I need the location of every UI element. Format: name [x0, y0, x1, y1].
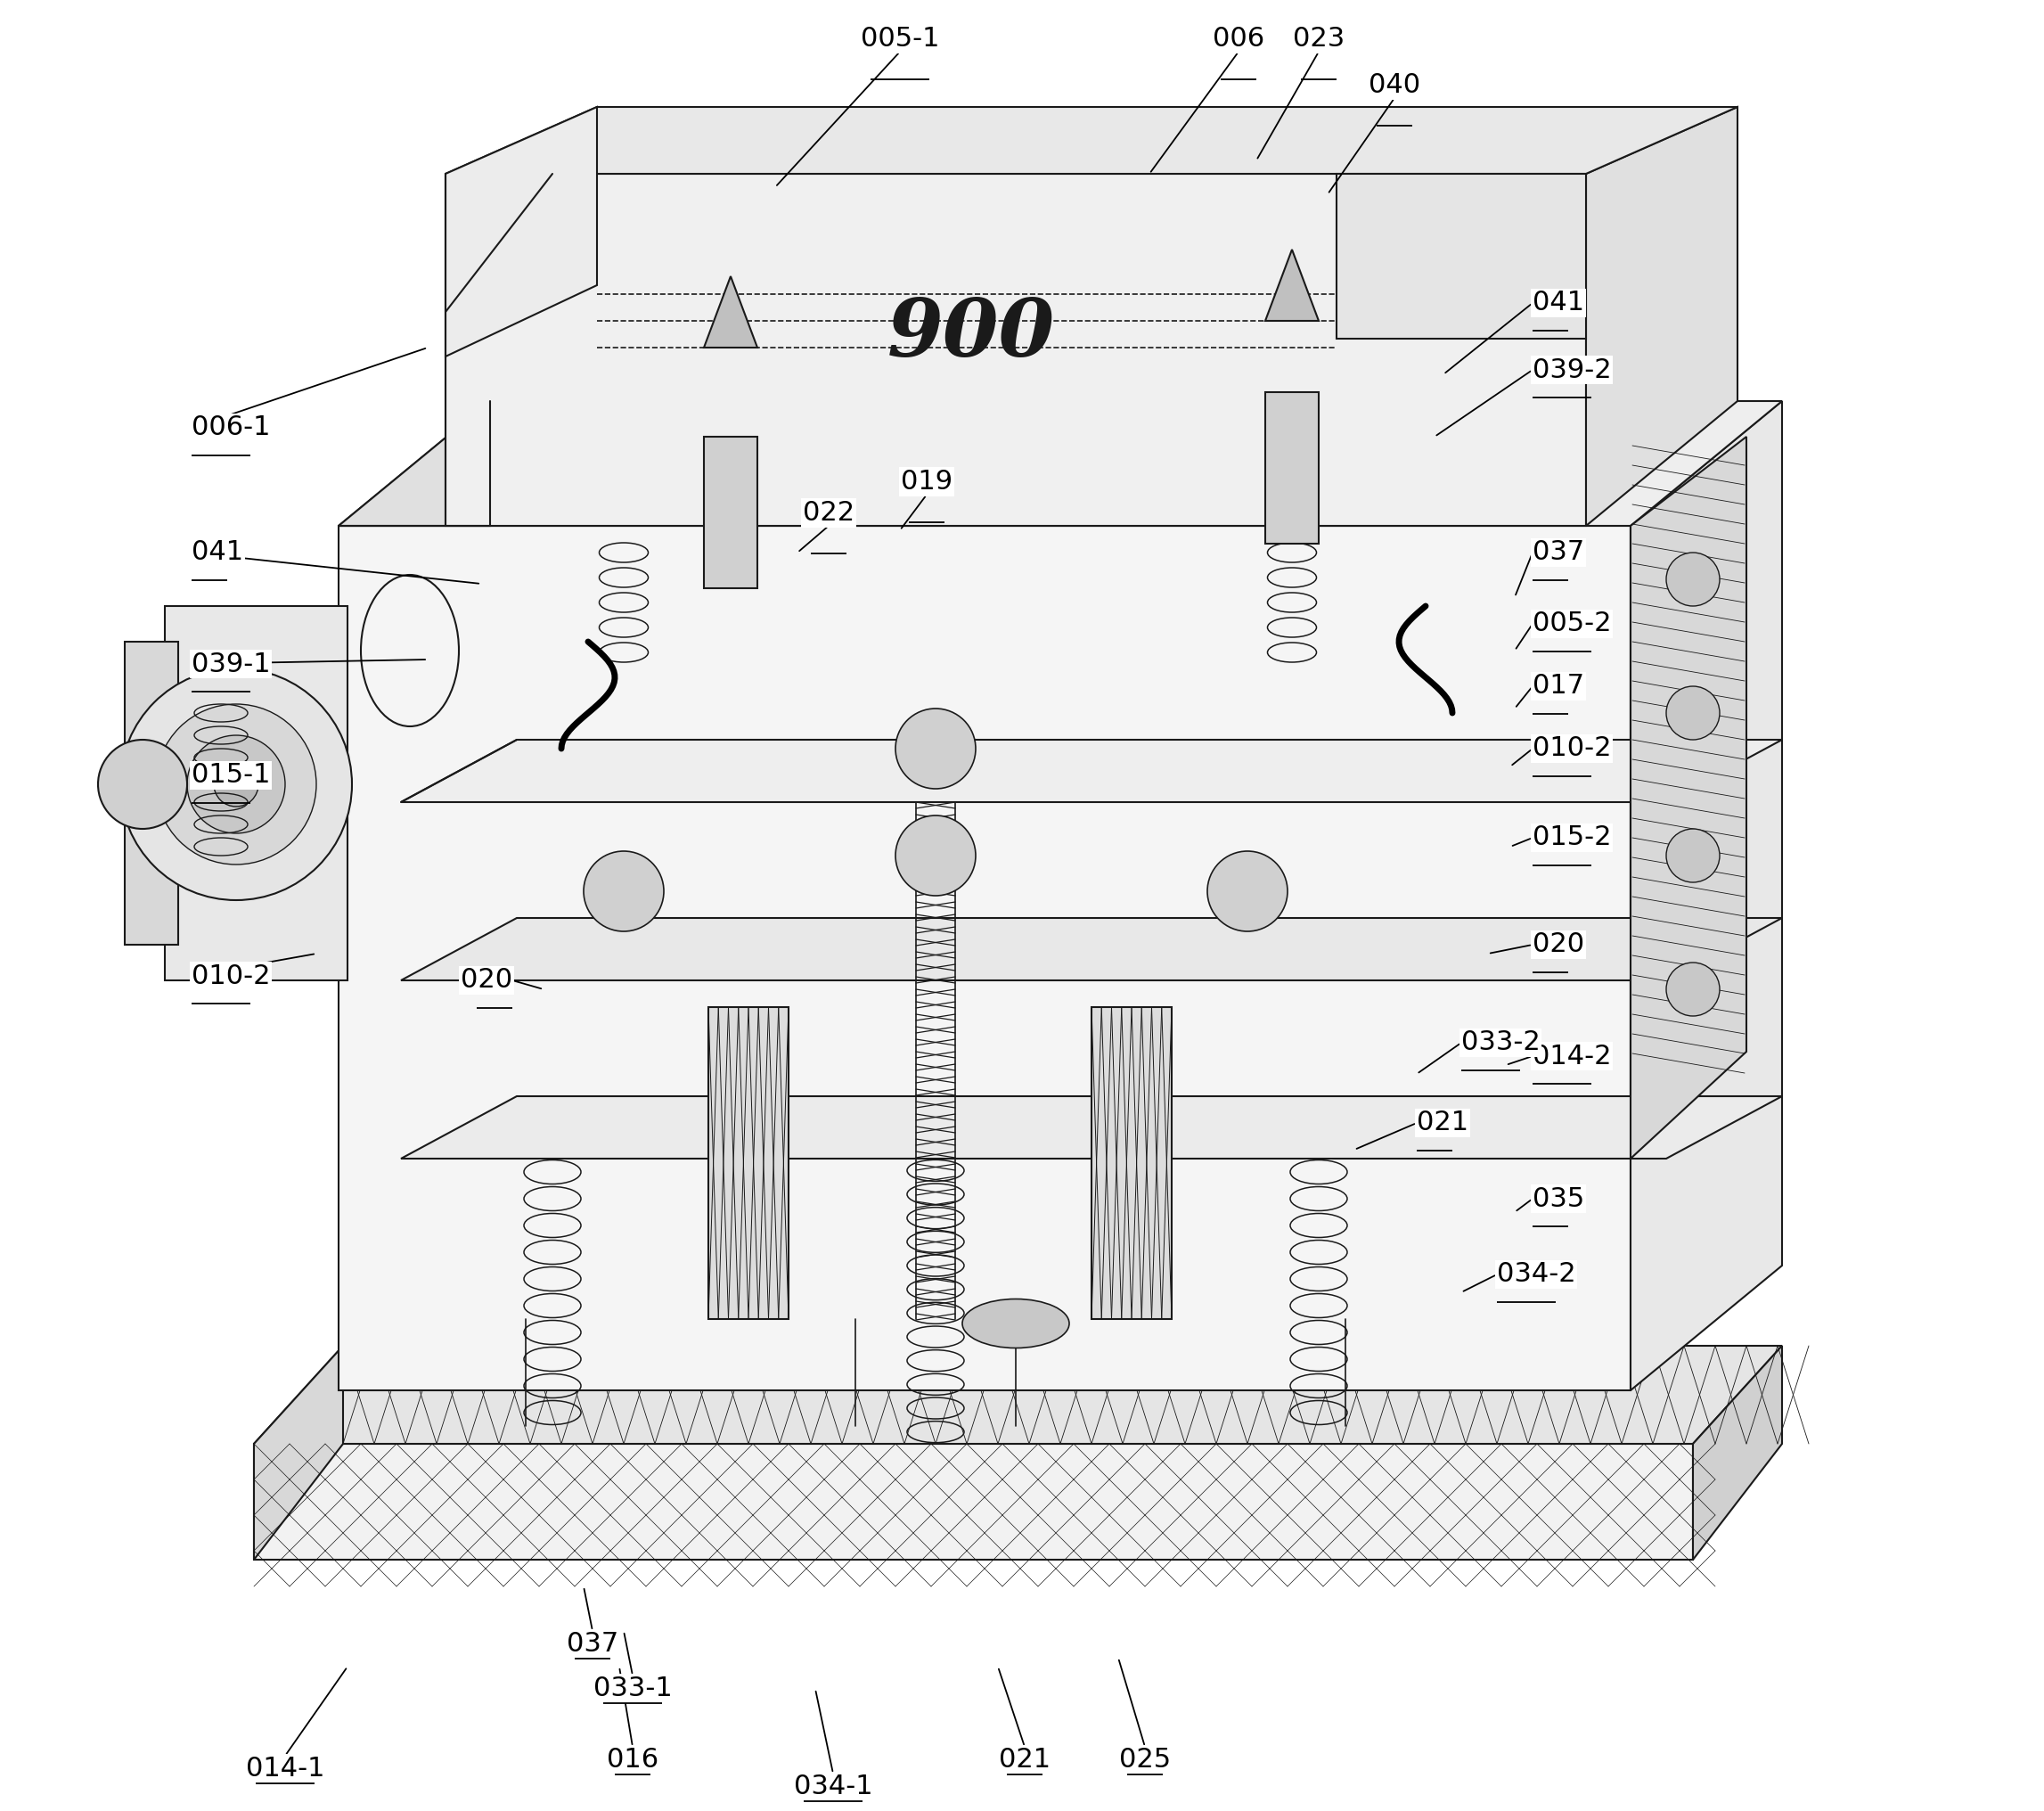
Ellipse shape — [963, 1298, 1069, 1347]
Text: 023: 023 — [1292, 25, 1345, 53]
Polygon shape — [401, 918, 1782, 980]
Polygon shape — [446, 107, 1737, 174]
Polygon shape — [1091, 1007, 1171, 1318]
Text: 041: 041 — [192, 540, 243, 565]
Polygon shape — [339, 400, 1782, 525]
Text: 039-2: 039-2 — [1533, 357, 1611, 382]
Text: 016: 016 — [607, 1748, 658, 1773]
Polygon shape — [125, 641, 178, 945]
Circle shape — [895, 708, 975, 790]
Circle shape — [1666, 962, 1719, 1016]
Text: 017: 017 — [1533, 674, 1584, 699]
Circle shape — [1208, 851, 1288, 931]
Text: 025: 025 — [1118, 1748, 1171, 1773]
Text: 020: 020 — [1533, 933, 1584, 958]
Text: 033-2: 033-2 — [1461, 1030, 1541, 1056]
Polygon shape — [339, 400, 491, 525]
Text: 006-1: 006-1 — [192, 415, 270, 440]
Text: 005-1: 005-1 — [861, 25, 940, 53]
Text: 014-1: 014-1 — [245, 1755, 325, 1782]
Text: 006: 006 — [1212, 25, 1265, 53]
Text: 037: 037 — [566, 1632, 619, 1657]
Circle shape — [1666, 829, 1719, 882]
Circle shape — [215, 762, 258, 806]
Circle shape — [895, 815, 975, 896]
Polygon shape — [253, 1346, 1782, 1443]
Polygon shape — [1692, 1346, 1782, 1559]
Polygon shape — [703, 277, 758, 348]
Polygon shape — [401, 1096, 1782, 1159]
Polygon shape — [253, 1346, 343, 1559]
Polygon shape — [1265, 250, 1318, 321]
Circle shape — [1666, 552, 1719, 607]
Polygon shape — [166, 607, 347, 980]
Text: 022: 022 — [803, 500, 854, 525]
Text: 015-1: 015-1 — [192, 762, 270, 788]
Text: 021: 021 — [1416, 1110, 1468, 1135]
Text: 015-2: 015-2 — [1533, 824, 1611, 851]
Polygon shape — [446, 107, 597, 357]
Circle shape — [188, 735, 284, 833]
Text: 035: 035 — [1533, 1186, 1584, 1212]
Polygon shape — [446, 174, 1586, 525]
Polygon shape — [1337, 174, 1586, 339]
Text: 014-2: 014-2 — [1533, 1043, 1611, 1068]
Text: 033-1: 033-1 — [593, 1675, 672, 1701]
Text: 005-2: 005-2 — [1533, 610, 1611, 637]
Text: 039-1: 039-1 — [192, 650, 270, 677]
Polygon shape — [253, 1443, 1692, 1559]
Text: 010-2: 010-2 — [192, 963, 270, 989]
Text: 900: 900 — [887, 295, 1055, 373]
Text: 010-2: 010-2 — [1533, 735, 1611, 762]
Text: 019: 019 — [901, 469, 953, 494]
Polygon shape — [703, 436, 758, 589]
Text: 040: 040 — [1369, 72, 1421, 98]
Polygon shape — [1265, 393, 1318, 543]
Polygon shape — [1631, 436, 1746, 1159]
Text: 037: 037 — [1533, 540, 1584, 565]
Circle shape — [585, 851, 664, 931]
Polygon shape — [1631, 400, 1782, 1391]
Polygon shape — [709, 1007, 789, 1318]
Text: 041: 041 — [1533, 290, 1584, 315]
Text: 034-1: 034-1 — [793, 1773, 873, 1800]
Polygon shape — [339, 525, 1631, 1391]
Circle shape — [98, 739, 188, 829]
Polygon shape — [1586, 107, 1737, 525]
Text: 021: 021 — [1000, 1748, 1051, 1773]
Circle shape — [121, 668, 352, 900]
Text: 034-2: 034-2 — [1496, 1262, 1576, 1288]
Circle shape — [1666, 686, 1719, 739]
Circle shape — [155, 704, 317, 864]
Polygon shape — [401, 739, 1782, 802]
Text: 020: 020 — [460, 967, 513, 992]
